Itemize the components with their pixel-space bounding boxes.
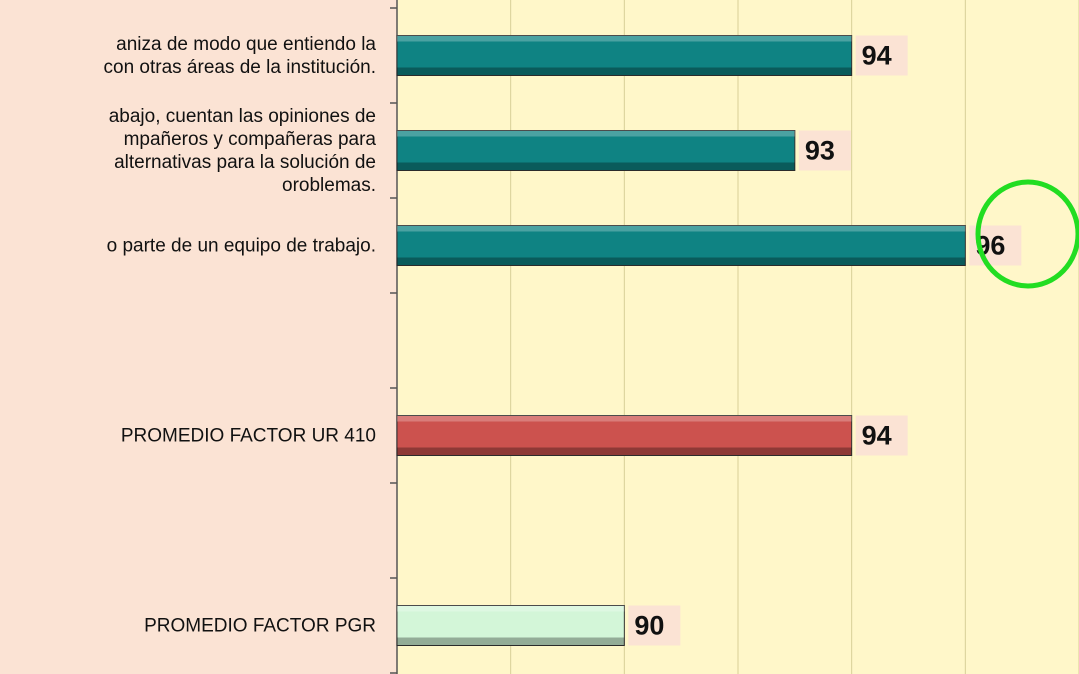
- value-label: 94: [862, 421, 892, 451]
- bar: [396, 130, 796, 171]
- bar-shade: [397, 447, 852, 456]
- bar: [396, 225, 966, 266]
- bar-shade: [397, 67, 852, 76]
- category-label: abajo, cuentan las opiniones de mpañeros…: [108, 105, 376, 196]
- bar-shade: [397, 637, 625, 646]
- bar: [396, 415, 853, 456]
- category-label: PROMEDIO FACTOR UR 410: [120, 425, 376, 446]
- value-label: 93: [805, 136, 835, 166]
- value-label: 90: [634, 611, 664, 641]
- bar: [396, 605, 625, 646]
- bar-highlight: [397, 225, 966, 232]
- value-label-bg: [628, 605, 681, 646]
- bar-highlight: [397, 415, 852, 422]
- value-label-bg: [798, 130, 851, 171]
- highlight-circle: [975, 179, 1079, 289]
- bar-shade: [397, 162, 795, 171]
- bar-highlight: [397, 605, 625, 612]
- category-label: PROMEDIO FACTOR PGR: [144, 615, 376, 636]
- bar-highlight: [397, 130, 795, 137]
- bar-shade: [397, 257, 966, 266]
- bar: [396, 35, 853, 76]
- category-label: aniza de modo que entiendo la con otras …: [103, 33, 377, 78]
- value-label: 94: [862, 41, 892, 71]
- value-label-bg: [855, 35, 908, 76]
- bar-highlight: [397, 35, 852, 42]
- category-label: o parte de un equipo de trabajo.: [106, 235, 376, 256]
- value-label-bg: [855, 415, 908, 456]
